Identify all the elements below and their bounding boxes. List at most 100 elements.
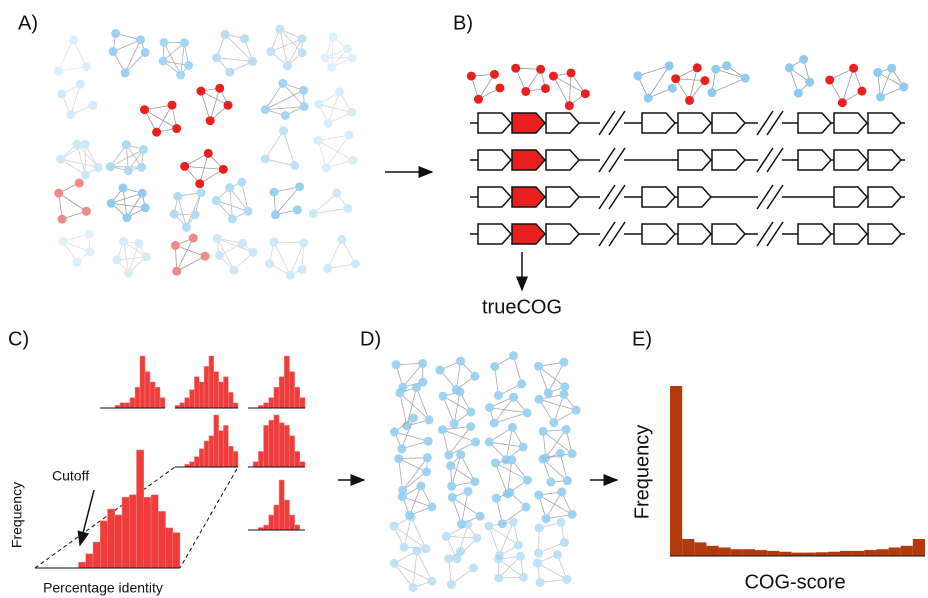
edge [144, 109, 177, 129]
node [335, 87, 345, 97]
node [314, 99, 324, 109]
node [495, 83, 505, 93]
node [484, 437, 494, 447]
node [140, 48, 150, 58]
node [580, 89, 590, 99]
node [348, 155, 358, 165]
edge [200, 91, 211, 121]
hist-bar [278, 376, 285, 409]
network [548, 68, 590, 111]
edge [402, 363, 423, 388]
node [427, 576, 437, 586]
edge [60, 158, 86, 176]
edge [301, 242, 305, 270]
hist-bar [121, 496, 130, 569]
hist-bar [263, 524, 269, 531]
node [437, 425, 447, 435]
edge [186, 192, 202, 228]
network [56, 139, 103, 180]
edge [156, 104, 173, 133]
node [211, 196, 221, 206]
gene [477, 112, 513, 134]
network [394, 453, 432, 495]
network [389, 413, 433, 454]
node [308, 208, 318, 218]
node [489, 418, 499, 428]
edge [283, 130, 296, 166]
network [108, 28, 150, 78]
edge [229, 187, 233, 219]
node [53, 66, 63, 76]
network [269, 182, 305, 220]
node [337, 235, 347, 245]
hist-bar [718, 547, 731, 556]
edge [144, 104, 173, 111]
hist-bar [218, 381, 224, 409]
hist-bar [165, 527, 173, 569]
node [408, 583, 418, 593]
network [211, 177, 253, 224]
panel-label: C) [8, 328, 29, 350]
node [106, 198, 116, 208]
network [671, 63, 710, 105]
node [80, 170, 90, 180]
edge [499, 521, 514, 556]
edge [538, 366, 566, 387]
edge [495, 462, 508, 494]
break-mark [598, 221, 616, 247]
hist-bar [273, 386, 280, 409]
edge [401, 417, 414, 449]
node [549, 418, 559, 428]
network [389, 546, 437, 593]
network [389, 512, 431, 554]
node [188, 233, 198, 243]
node [421, 467, 431, 477]
node [167, 100, 177, 110]
edge [460, 454, 476, 482]
hist-bar [194, 456, 200, 468]
break-mark [608, 147, 626, 173]
node [466, 422, 476, 432]
hist-bar [263, 402, 269, 409]
node [75, 79, 85, 89]
node [332, 188, 342, 198]
edge [507, 459, 513, 494]
network [438, 387, 476, 429]
gene [867, 223, 903, 245]
node [562, 476, 572, 486]
edge [327, 111, 352, 124]
node [80, 140, 90, 150]
break-mark [766, 110, 784, 136]
break-mark [598, 110, 616, 136]
network [196, 83, 233, 126]
node [158, 56, 168, 66]
node [215, 83, 225, 93]
node [243, 206, 253, 216]
node [509, 517, 519, 527]
node [389, 427, 399, 437]
hist-bar [294, 451, 301, 468]
node [899, 82, 909, 92]
x-axis-label: Percentage identity [43, 580, 163, 596]
gene [833, 186, 869, 208]
node [667, 83, 677, 93]
node [200, 251, 210, 261]
hist-bar [803, 552, 816, 556]
node [456, 356, 466, 366]
hist-bar [194, 376, 200, 409]
node [805, 77, 815, 87]
edge [513, 355, 522, 385]
network [53, 35, 91, 76]
node [508, 351, 518, 361]
edge [327, 91, 340, 124]
node [121, 140, 131, 150]
edge [265, 89, 304, 110]
edge [317, 140, 353, 161]
node [278, 78, 288, 88]
edge [289, 242, 305, 276]
edge [70, 104, 93, 116]
node [521, 86, 531, 96]
network [391, 358, 428, 392]
edge [489, 441, 524, 448]
node [463, 520, 473, 530]
